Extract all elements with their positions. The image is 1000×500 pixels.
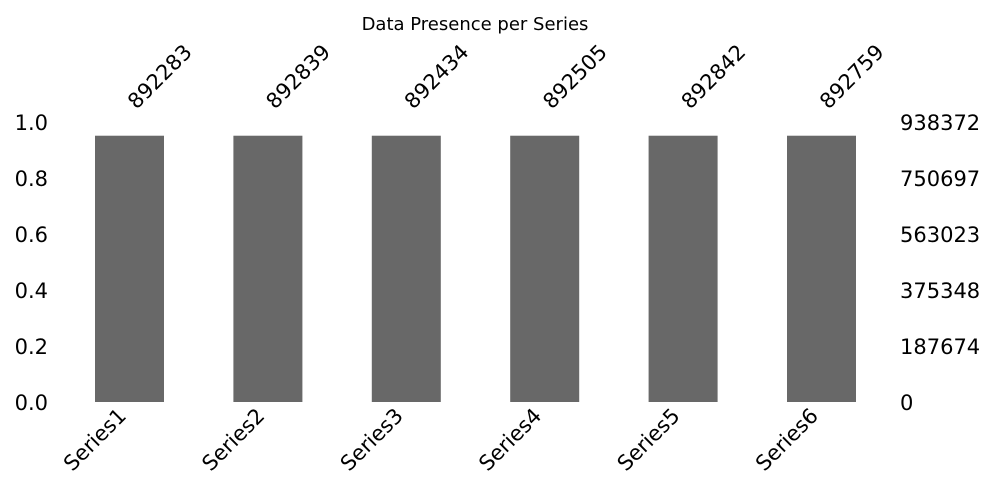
category-label-series4: Series4: [474, 404, 546, 476]
count-label: 892842: [677, 40, 751, 114]
count-label: 892759: [815, 40, 889, 114]
category-labels: Series1 Series2 Series3 Series4 Series5 Serie…: [59, 404, 823, 476]
right-tick-label: 938372: [900, 111, 980, 135]
left-tick-label: 0.0: [15, 391, 48, 415]
count-labels: 892283 892839 892434 892505 892842 892759: [123, 40, 889, 114]
category-label-series5: Series5: [613, 404, 685, 476]
category-label-series6: Series6: [751, 404, 823, 476]
count-label: 892839: [261, 40, 335, 114]
count-label: 892505: [538, 40, 612, 114]
bar-series5: [648, 135, 718, 402]
bar-series2: [233, 135, 303, 402]
right-tick-label: 375348: [900, 279, 980, 303]
bar-series1: [95, 135, 164, 402]
right-tick-label: 563023: [900, 223, 980, 247]
chart-title: Data Presence per Series: [362, 14, 589, 35]
bar-series3: [371, 135, 441, 402]
bar-series6: [787, 135, 856, 402]
count-label: 892283: [123, 40, 197, 114]
right-axis-ticks: 0 187674 375348 563023 750697 938372: [900, 111, 980, 415]
count-label: 892434: [400, 40, 474, 114]
bars-layer: [95, 135, 856, 402]
category-label-series3: Series3: [336, 404, 408, 476]
left-tick-label: 1.0: [15, 111, 48, 135]
left-axis-ticks: 0.0 0.2 0.4 0.6 0.8 1.0: [15, 111, 48, 415]
category-label-series1: Series1: [59, 404, 131, 476]
left-tick-label: 0.2: [15, 335, 48, 359]
left-tick-label: 0.4: [15, 279, 48, 303]
category-label-series2: Series2: [197, 404, 269, 476]
right-tick-label: 0: [900, 391, 913, 415]
right-tick-label: 750697: [900, 167, 980, 191]
bar-series4: [510, 135, 580, 402]
left-tick-label: 0.6: [15, 223, 48, 247]
right-tick-label: 187674: [900, 335, 980, 359]
left-tick-label: 0.8: [15, 167, 48, 191]
